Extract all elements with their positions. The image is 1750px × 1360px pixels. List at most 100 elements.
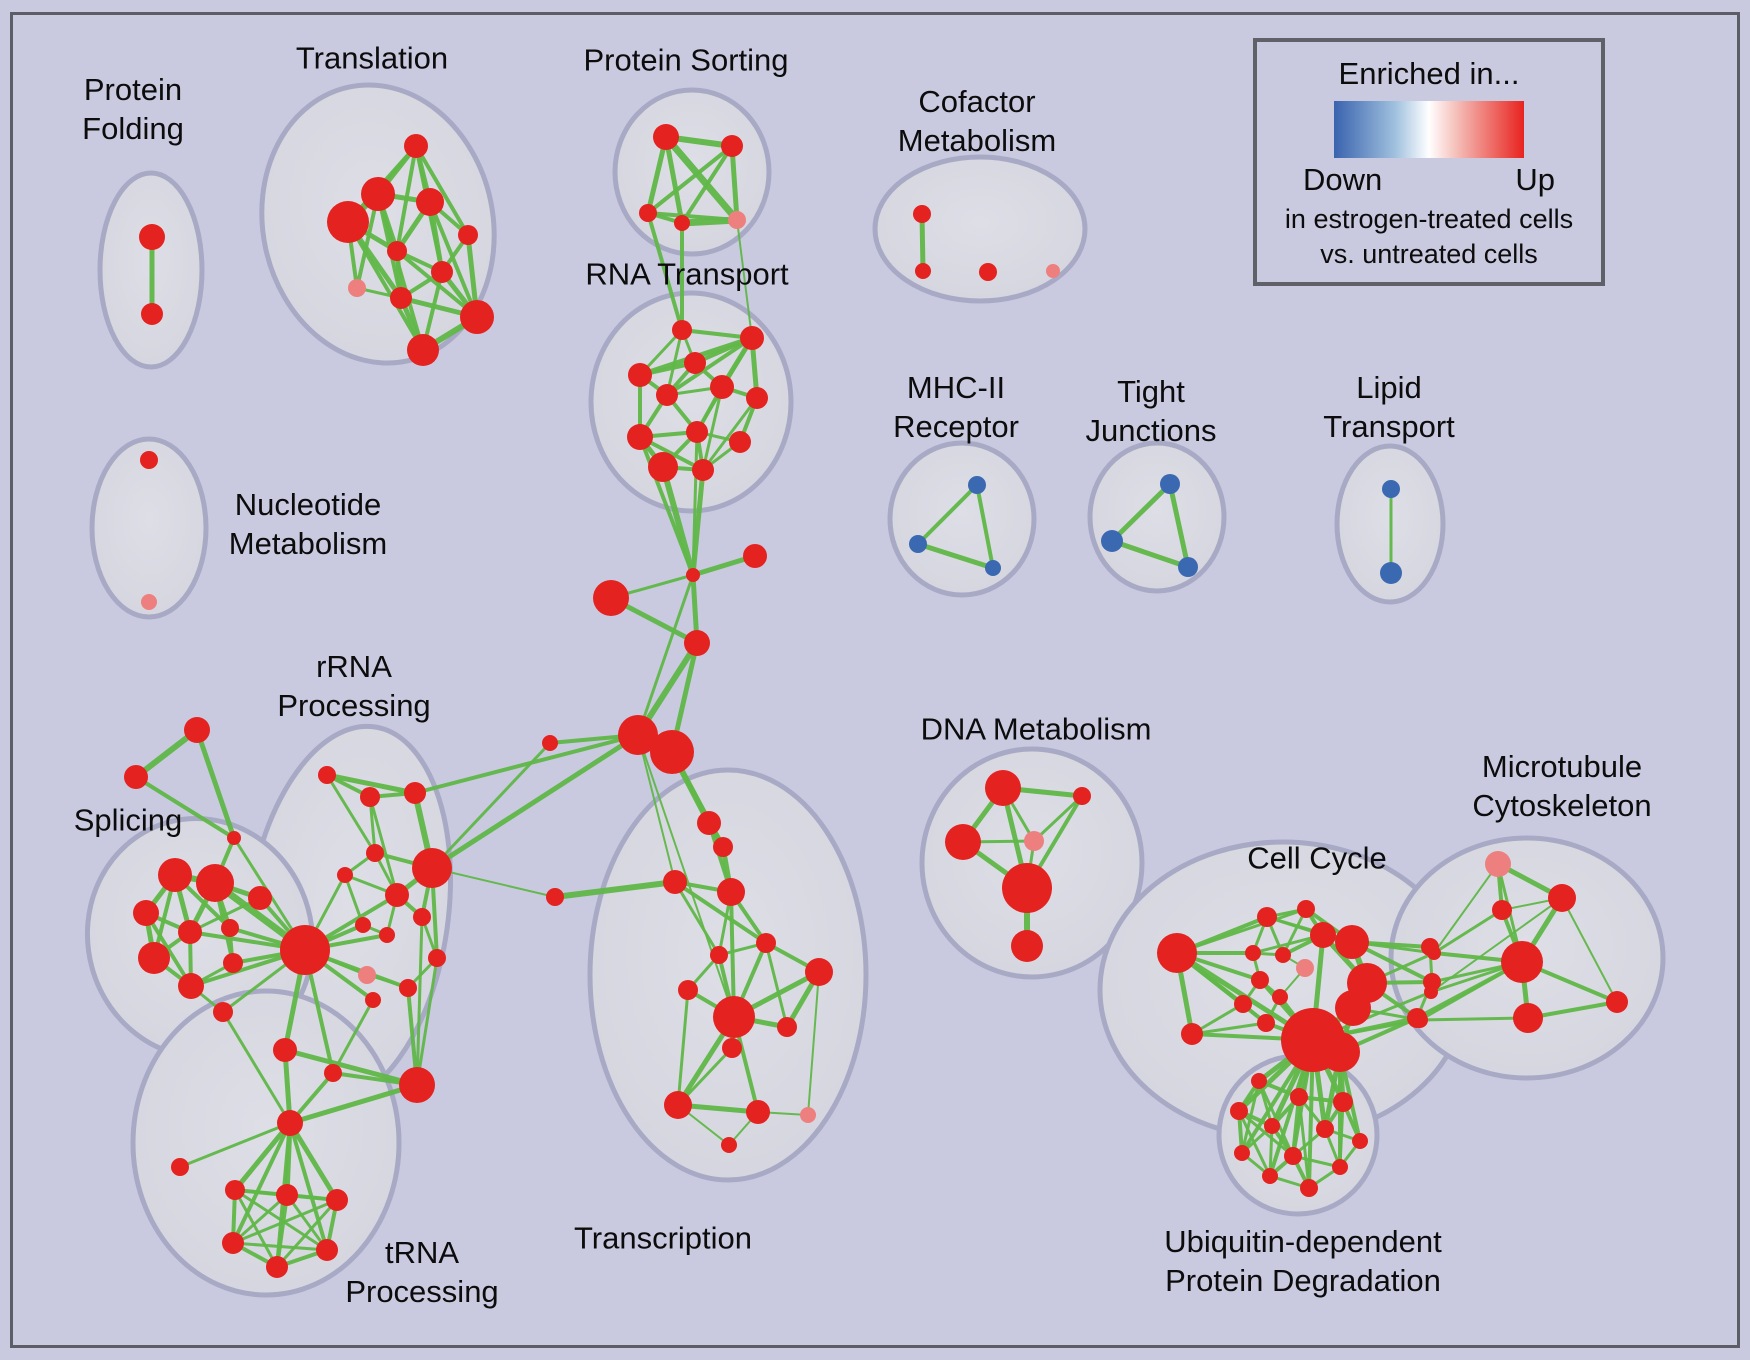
gene-set-node-up <box>355 917 371 933</box>
gene-set-node-up <box>1316 1120 1334 1138</box>
gene-set-node-up <box>777 1017 797 1037</box>
network-edge <box>1237 1109 1295 1158</box>
gene-set-node-up <box>1412 1012 1428 1028</box>
gene-set-node-up <box>171 1158 189 1176</box>
network-edge <box>1430 897 1563 993</box>
cluster-bubble-nucleotide-metabolism <box>89 436 209 620</box>
gene-set-node-up <box>407 334 439 366</box>
gene-set-node-up <box>1257 907 1277 927</box>
gene-set-node-up <box>213 1002 233 1022</box>
cluster-label-line: Tight <box>1117 374 1185 409</box>
network-edge <box>395 249 479 319</box>
network-edge <box>736 219 753 339</box>
cluster-label-rna-transport: RNA Transport <box>585 255 788 294</box>
network-edge <box>331 998 375 1075</box>
cluster-label-mhc-ii-receptor: MHC-II Receptor <box>893 368 1019 446</box>
gene-set-node-up <box>1513 1003 1543 1033</box>
gene-set-node-up <box>139 224 165 250</box>
gene-set-node-up <box>327 201 369 243</box>
gene-set-node-up <box>746 387 768 409</box>
gene-set-node-up <box>337 867 353 883</box>
cluster-label-rrna-processing: rRNA Processing <box>277 647 430 725</box>
gene-set-node-up <box>124 765 148 789</box>
gene-set-node-up <box>913 205 931 223</box>
gene-set-node-up <box>713 837 733 857</box>
gene-set-node-up <box>985 770 1021 806</box>
cluster-label-splicing: Splicing <box>74 801 183 840</box>
gene-set-node-up <box>1230 1102 1248 1120</box>
gene-set-node-up <box>692 459 714 481</box>
gene-set-node-down <box>968 476 986 494</box>
gene-set-node-up <box>743 544 767 568</box>
gene-set-node-up <box>1290 1088 1308 1106</box>
gene-set-node-up <box>915 263 931 279</box>
network-edge <box>673 880 768 945</box>
network-edge <box>663 134 685 226</box>
cluster-label-line: MHC-II <box>906 370 1006 405</box>
gene-set-node-up <box>664 1091 692 1119</box>
gene-set-node-up <box>1548 884 1576 912</box>
network-edge <box>660 464 696 578</box>
network-edge <box>231 1198 339 1245</box>
cluster-label-line: Lipid <box>1356 370 1422 405</box>
gene-set-node-up <box>266 1256 288 1278</box>
network-edge <box>1561 897 1618 1003</box>
network-edge <box>429 732 641 871</box>
gene-set-node-up <box>1335 990 1371 1026</box>
gene-set-node-up <box>756 933 776 953</box>
network-edge <box>415 956 439 1087</box>
network-edge <box>636 573 695 737</box>
cluster-label-line: tRNA <box>384 1235 460 1270</box>
gene-set-node-up <box>1310 922 1336 948</box>
gene-set-node-up <box>404 134 428 158</box>
gene-set-node-up <box>385 883 409 907</box>
gene-set-node-up <box>746 1100 770 1124</box>
gene-set-node-up-light <box>1024 831 1044 851</box>
gene-set-node-up <box>1606 991 1628 1013</box>
cluster-label-line: Receptor <box>893 409 1019 444</box>
network-edge <box>1433 863 1499 954</box>
gene-set-node-up <box>1245 945 1261 961</box>
legend-caption-line1: in estrogen-treated cells <box>1284 204 1574 234</box>
network-edge <box>221 1010 292 1125</box>
gene-set-node-up <box>1073 787 1091 805</box>
gene-set-node-up <box>1181 1023 1203 1045</box>
network-edge <box>414 144 470 237</box>
network-edge <box>288 1121 329 1252</box>
gene-set-node-up <box>740 326 764 350</box>
gene-set-node-up <box>1320 1032 1360 1072</box>
gene-set-node-up <box>387 241 407 261</box>
legend-up-label: Up <box>1515 162 1555 197</box>
gene-set-node-up <box>360 787 380 807</box>
gene-set-node-up <box>1300 1179 1318 1197</box>
gene-set-node-up <box>1011 930 1043 962</box>
network-edge <box>645 134 669 216</box>
gene-set-node-up <box>1427 946 1441 960</box>
cluster-label-line: Metabolism <box>228 526 388 561</box>
gene-set-node-up <box>326 1189 348 1211</box>
cluster-label-line: Protein Sorting <box>583 42 789 78</box>
legend-box: Enriched in... Down Up in estrogen-treat… <box>1253 38 1605 286</box>
gene-set-node-up <box>1335 925 1369 959</box>
network-edge <box>324 772 418 796</box>
cluster-bubble-tight-junctions <box>1087 440 1227 594</box>
cluster-label-line: Junctions <box>1085 413 1217 448</box>
gene-set-node-up <box>721 135 743 157</box>
gene-set-node-up <box>1257 1014 1275 1032</box>
network-edge <box>729 143 740 223</box>
gene-set-node-up <box>721 1137 737 1153</box>
network-edge <box>415 915 424 1087</box>
cluster-label-ubiquitin-dependent-protein-degradation: Ubiquitin-dependent Protein Degradation <box>1164 1222 1442 1300</box>
network-edge <box>764 941 789 1029</box>
network-edge <box>194 727 237 841</box>
gene-set-node-up <box>366 844 384 862</box>
gene-set-node-up <box>404 782 426 804</box>
gene-set-node-up <box>684 352 706 374</box>
cluster-label-line: Cofactor <box>918 84 1036 119</box>
gene-set-node-up <box>1333 1092 1353 1112</box>
gene-set-node-up <box>1297 900 1315 918</box>
gene-set-node-up <box>710 375 734 399</box>
cluster-label-line: Ubiquitin-dependent <box>1164 1224 1442 1259</box>
cluster-label-line: Nucleotide <box>234 487 382 522</box>
network-edge <box>232 1120 293 1193</box>
